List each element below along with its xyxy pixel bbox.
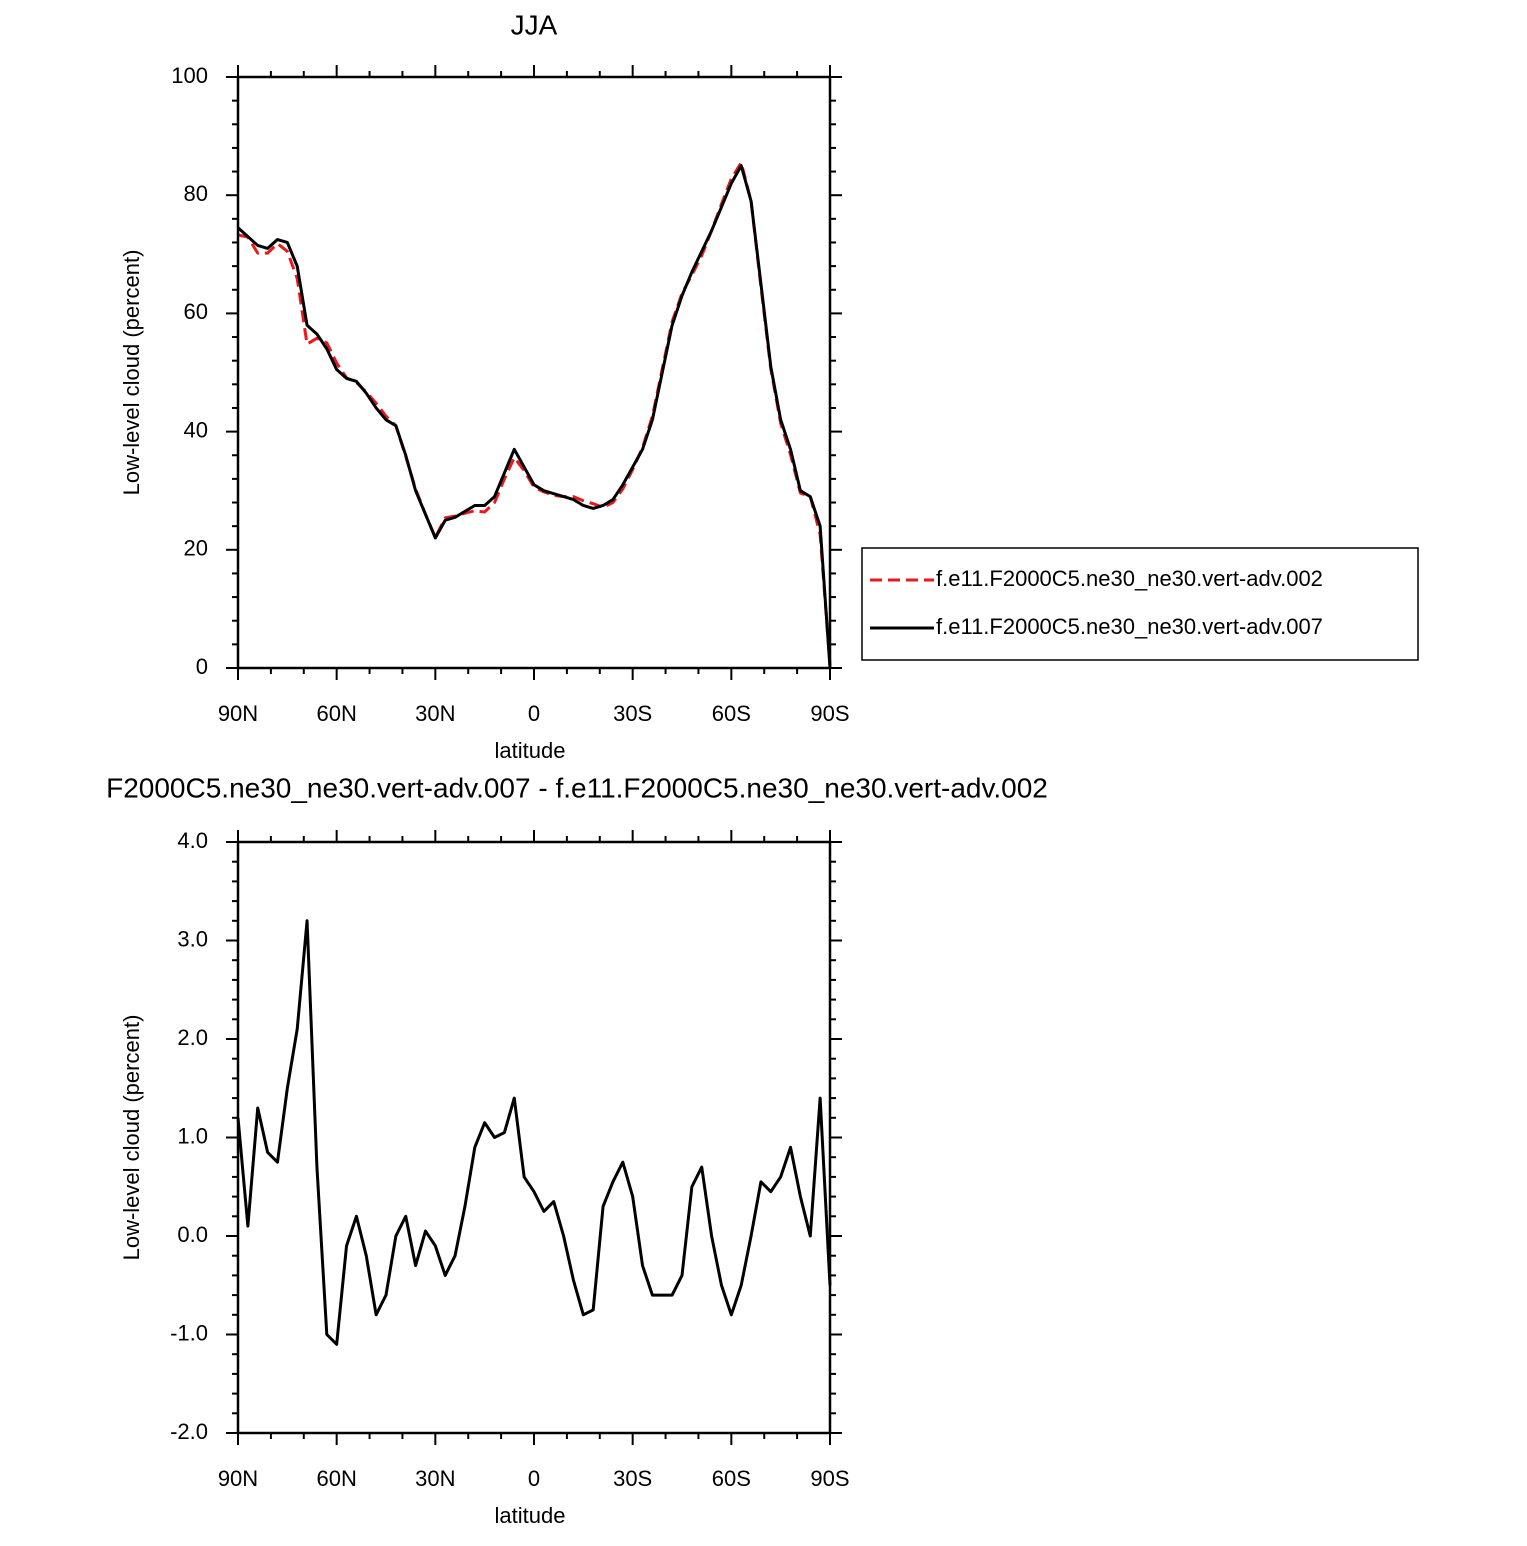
x-tick-label: 30N [415,701,455,726]
x-tick-label: 60N [316,701,356,726]
y-tick-label: 4.0 [177,828,208,853]
y-tick-label: 60 [184,299,208,324]
y-tick-label: 1.0 [177,1123,208,1148]
x-tick-label: 90S [810,701,849,726]
x-tick-label: 30S [613,701,652,726]
series-line [236,164,832,669]
x-tick-label: 30S [613,1466,652,1491]
x-tick-label: 60N [316,1466,356,1491]
y-tick-label: 40 [184,417,208,442]
series-line [236,919,832,1346]
legend-label: f.e11.F2000C5.ne30_ne30.vert-adv.007 [936,614,1323,639]
y-axis-label: Low-level cloud (percent) [119,1015,144,1261]
x-tick-label: 60S [712,1466,751,1491]
x-axis-label: latitude [495,1503,566,1528]
y-tick-label: 0 [196,654,208,679]
x-tick-label: 30N [415,1466,455,1491]
x-tick-label: 90S [810,1466,849,1491]
y-tick-label: 2.0 [177,1025,208,1050]
y-tick-label: 3.0 [177,926,208,951]
x-tick-label: 0 [528,1466,540,1491]
y-tick-label: 100 [171,63,208,88]
series-line [237,161,832,666]
plot-frame [236,840,832,1435]
x-axis-label: latitude [495,738,566,763]
y-axis-label: Low-level cloud (percent) [119,250,144,496]
y-tick-label: 20 [184,536,208,561]
legend-box [861,547,1419,661]
x-tick-label: 90N [218,1466,258,1491]
x-tick-label: 0 [528,701,540,726]
chart-title: JJA [511,9,558,40]
chart-title: F2000C5.ne30_ne30.vert-adv.007 - f.e11.F… [106,772,1048,803]
legend-label: f.e11.F2000C5.ne30_ne30.vert-adv.002 [936,566,1323,591]
y-tick-label: -1.0 [170,1320,208,1345]
x-tick-label: 60S [712,701,751,726]
y-tick-label: 80 [184,181,208,206]
x-tick-label: 90N [218,701,258,726]
y-tick-label: -2.0 [170,1419,208,1444]
plot-frame [236,75,832,670]
y-tick-label: 0.0 [177,1222,208,1247]
